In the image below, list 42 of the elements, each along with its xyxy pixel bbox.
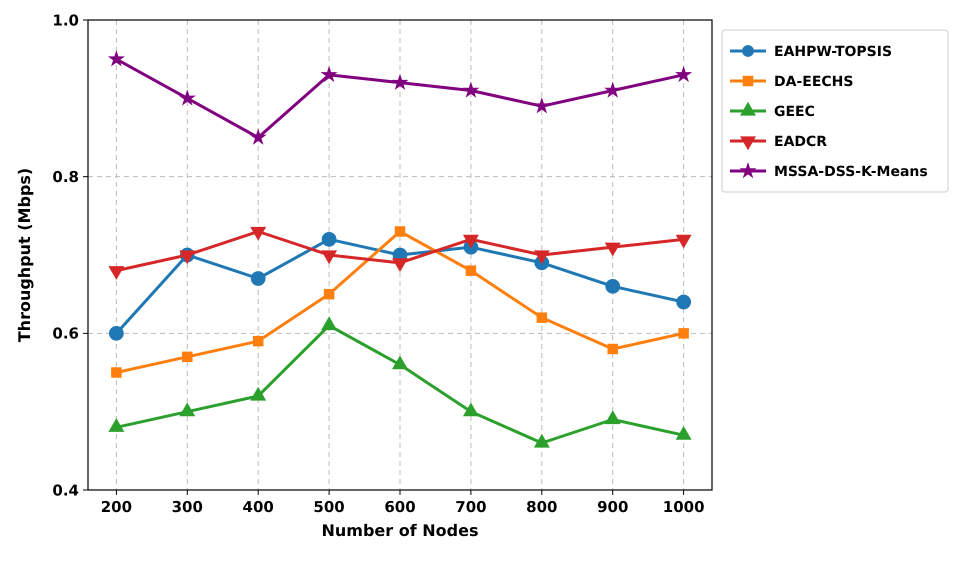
point	[462, 82, 480, 98]
point	[182, 352, 193, 362]
x-tick-label: 900	[597, 498, 628, 516]
y-tick-label: 0.4	[52, 481, 79, 500]
legend-label: EADCR	[774, 134, 828, 150]
legend-label: GEEC	[774, 104, 815, 120]
point	[676, 294, 691, 310]
x-tick-label: 700	[455, 498, 487, 516]
point	[324, 288, 334, 300]
point	[607, 344, 618, 354]
legend-label: MSSA-DSS-K-Means	[774, 164, 928, 180]
x-tick-label: 1000	[662, 498, 705, 516]
point	[109, 326, 124, 341]
point	[111, 367, 122, 378]
point	[391, 74, 409, 90]
point	[533, 97, 550, 114]
y-axis-title: Throughput (Mbps)	[15, 168, 34, 342]
y-tick-label: 1.0	[52, 11, 79, 30]
y-tick-label: 0.6	[52, 324, 79, 343]
point	[250, 128, 267, 145]
legend-label: EAHPW-TOPSIS	[774, 44, 892, 60]
x-axis-title: Number of Nodes	[322, 521, 478, 540]
point	[250, 271, 266, 286]
point	[108, 50, 125, 66]
x-tick-label: 400	[242, 498, 274, 516]
point	[322, 232, 336, 247]
point	[178, 89, 196, 106]
x-tick-label: 500	[313, 498, 345, 516]
x-tick-label: 600	[384, 498, 416, 516]
x-tick-label: 200	[100, 498, 132, 516]
point	[536, 312, 548, 323]
x-tick-label: 300	[172, 498, 203, 516]
point	[605, 278, 620, 294]
point	[678, 328, 689, 339]
point	[320, 66, 338, 82]
point	[394, 226, 406, 237]
legend-label: DA-EECHS	[774, 74, 854, 90]
point	[252, 336, 264, 346]
x-tick-label: 800	[526, 498, 558, 516]
y-tick-label: 0.8	[52, 168, 79, 186]
point	[466, 265, 476, 276]
point	[675, 66, 692, 82]
